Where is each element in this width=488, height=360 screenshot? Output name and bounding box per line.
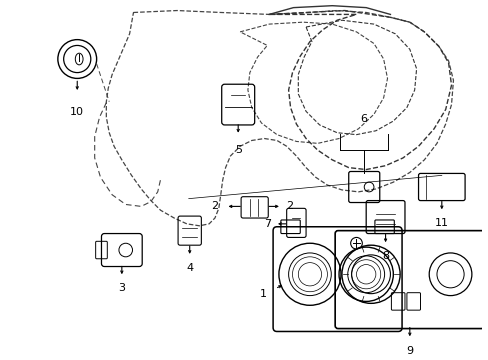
Text: 4: 4 xyxy=(186,263,193,273)
Text: 10: 10 xyxy=(70,108,84,117)
Text: 8: 8 xyxy=(381,251,388,261)
Text: 1: 1 xyxy=(260,289,267,299)
Text: 11: 11 xyxy=(434,218,448,228)
Text: 2: 2 xyxy=(285,201,292,211)
Text: 3: 3 xyxy=(118,283,125,293)
Text: 2: 2 xyxy=(210,201,217,211)
Text: 9: 9 xyxy=(406,346,412,356)
Text: 6: 6 xyxy=(360,114,367,124)
Text: 5: 5 xyxy=(234,145,241,155)
Text: 7: 7 xyxy=(264,219,271,229)
